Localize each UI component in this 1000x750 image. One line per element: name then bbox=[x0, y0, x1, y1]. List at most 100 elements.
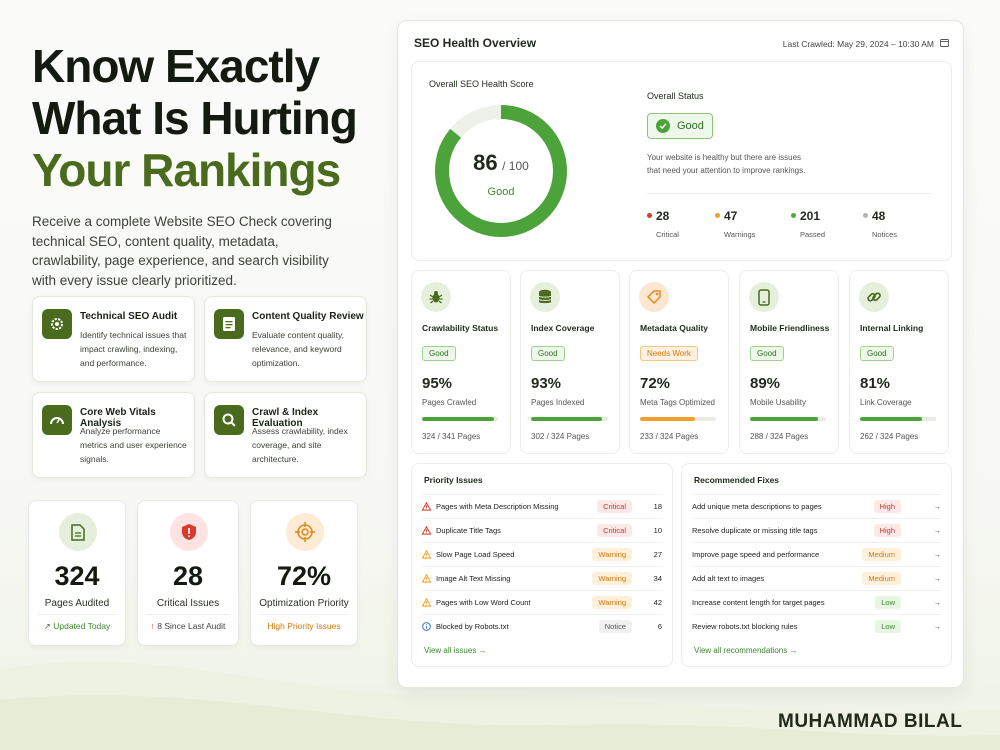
count-critical: 28 Critical bbox=[647, 207, 717, 239]
feature-card-content-quality: Content Quality Review Evaluate content … bbox=[204, 296, 367, 382]
metric-progress-fill bbox=[860, 417, 922, 421]
metric-count: 262 / 324 Pages bbox=[860, 432, 919, 441]
feature-card-technical-seo: Technical SEO Audit Identify technical i… bbox=[32, 296, 195, 382]
metric-badge: Needs Work bbox=[640, 346, 698, 361]
recommended-fix-row[interactable]: Add alt text to images Medium → bbox=[692, 566, 941, 590]
issue-count: 34 bbox=[653, 574, 662, 583]
metric-card-crawlability[interactable]: Crawlability Status Good 95% Pages Crawl… bbox=[411, 270, 511, 454]
priority-issue-row[interactable]: Blocked by Robots.txt Notice 6 bbox=[422, 614, 662, 638]
fix-text: Resolve duplicate or missing title tags bbox=[692, 526, 818, 535]
metric-card-mobile-friendliness[interactable]: Mobile Friendliness Good 89% Mobile Usab… bbox=[739, 270, 839, 454]
tag-icon bbox=[639, 282, 669, 312]
arrow-right-icon[interactable]: → bbox=[933, 550, 942, 559]
view-all-recommendations-link[interactable]: View all recommendations → bbox=[694, 646, 798, 655]
score-number: 86 bbox=[473, 150, 498, 175]
priority-issue-row[interactable]: Slow Page Load Speed Warning 27 bbox=[422, 542, 662, 566]
metric-subtitle: Link Coverage bbox=[860, 398, 912, 407]
gauge-icon bbox=[42, 405, 72, 435]
metric-card-internal-linking[interactable]: Internal Linking Good 81% Link Coverage … bbox=[849, 270, 949, 454]
count-notices: 48 Notices bbox=[863, 207, 933, 239]
arrow-up-icon: ↑ bbox=[150, 621, 155, 631]
score-ring bbox=[435, 105, 567, 237]
recommended-fix-row[interactable]: Increase content length for target pages… bbox=[692, 590, 941, 614]
divider bbox=[146, 614, 230, 615]
recommended-fixes-card: Recommended Fixes Add unique meta descri… bbox=[681, 463, 952, 667]
arrow-right-icon[interactable]: → bbox=[933, 526, 942, 535]
metric-badge: Good bbox=[531, 346, 565, 361]
recommended-fixes-title: Recommended Fixes bbox=[694, 475, 780, 485]
priority-issue-row[interactable]: Duplicate Title Tags Critical 10 bbox=[422, 518, 662, 542]
score-max: / 100 bbox=[502, 159, 529, 173]
priority-issue-row[interactable]: Pages with Meta Description Missing Criti… bbox=[422, 494, 662, 518]
metric-subtitle: Meta Tags Optimized bbox=[640, 398, 715, 407]
mobile-icon bbox=[749, 282, 779, 312]
issue-severity-badge: Warning bbox=[592, 596, 632, 609]
priority-issue-row[interactable]: Image Alt Text Missing Warning 34 bbox=[422, 566, 662, 590]
arrow-right-icon[interactable]: → bbox=[933, 502, 942, 511]
score-value: 86 / 100 bbox=[433, 150, 569, 176]
stat-number: 28 bbox=[172, 561, 204, 591]
metric-title: Crawlability Status bbox=[422, 323, 499, 333]
metric-card-index-coverage[interactable]: Index Coverage Good 93% Pages Indexed 30… bbox=[520, 270, 620, 454]
fix-text: Add alt text to images bbox=[692, 574, 765, 583]
priority-issues-title: Priority Issues bbox=[424, 475, 483, 485]
feature-desc: Evaluate content quality, relevance, and… bbox=[252, 330, 344, 368]
metric-progress bbox=[750, 417, 826, 421]
recommended-fix-row[interactable]: Improve page speed and performance Medium… bbox=[692, 542, 941, 566]
calendar-icon[interactable] bbox=[940, 38, 949, 49]
status-description: Your website is healthy but there are is… bbox=[647, 151, 805, 177]
alert-triangle-red-icon bbox=[422, 526, 436, 535]
priority-issue-row[interactable]: Pages with Low Word Count Warning 42 bbox=[422, 590, 662, 614]
arrow-right-icon[interactable]: → bbox=[933, 622, 942, 631]
count-number: 201 bbox=[800, 209, 821, 223]
issue-text: Blocked by Robots.txt bbox=[436, 622, 509, 631]
status-text: Good bbox=[677, 120, 704, 132]
issue-text: Pages with Meta Description Missing bbox=[436, 502, 559, 511]
stat-subtext-label: Updated Today bbox=[53, 621, 111, 631]
hero-description: Receive a complete Website SEO Check cov… bbox=[32, 214, 332, 288]
metric-title: Metadata Quality bbox=[640, 323, 709, 333]
stat-card-critical-issues: 28 Critical Issues ↑ 8 Since Last Audit bbox=[137, 500, 239, 646]
feature-title: Crawl & Index Evaluation bbox=[252, 407, 319, 429]
feature-desc: Assess crawlability, index coverage, and… bbox=[252, 426, 348, 464]
recommended-fix-row[interactable]: Review robots.txt blocking rules Low → bbox=[692, 614, 941, 638]
stat-card-optimization-priority: 72% Optimization Priority High Priority … bbox=[250, 500, 358, 646]
check-icon bbox=[656, 119, 670, 133]
stat-number: 72% bbox=[276, 561, 332, 591]
fix-text: Improve page speed and performance bbox=[692, 550, 820, 559]
count-passed: 201 Passed bbox=[791, 207, 861, 239]
divider bbox=[647, 193, 933, 194]
page-icon bbox=[59, 513, 97, 551]
status-desc-line: that need your attention to improve rank… bbox=[647, 166, 806, 175]
metric-percent: 81% bbox=[860, 375, 891, 392]
alert-triangle-orange-icon bbox=[422, 550, 436, 559]
arrow-right-icon[interactable]: → bbox=[933, 574, 942, 583]
metric-progress bbox=[531, 417, 607, 421]
recommended-fix-row[interactable]: Add unique meta descriptions to pages Hig… bbox=[692, 494, 941, 518]
stat-subtext: High Priority Issues bbox=[267, 621, 341, 631]
issue-text: Pages with Low Word Count bbox=[436, 598, 531, 607]
metric-card-metadata-quality[interactable]: Metadata Quality Needs Work 72% Meta Tag… bbox=[629, 270, 729, 454]
fix-priority-badge: Medium bbox=[862, 548, 901, 561]
seo-dashboard-panel: SEO Health Overview Last Crawled: May 29… bbox=[397, 20, 964, 688]
arrow-right-icon[interactable]: → bbox=[933, 598, 942, 607]
metric-progress bbox=[640, 417, 716, 421]
status-badge: Good bbox=[647, 113, 713, 139]
metric-progress bbox=[860, 417, 936, 421]
metric-count: 233 / 324 Pages bbox=[640, 432, 699, 441]
stat-label: Optimization Priority bbox=[259, 598, 349, 609]
fix-priority-badge: Low bbox=[875, 620, 901, 633]
feature-card-crawl-index: Crawl & Index Evaluation Assess crawlabi… bbox=[204, 392, 367, 478]
hero-line-1: Know Exactly bbox=[32, 40, 320, 92]
stat-subtext-label: 8 Since Last Audit bbox=[157, 621, 226, 631]
issue-count: 27 bbox=[653, 550, 662, 559]
gear-icon bbox=[42, 309, 72, 339]
metric-count: 324 / 341 Pages bbox=[422, 432, 481, 441]
status-dot bbox=[863, 213, 868, 219]
issue-count: 6 bbox=[657, 622, 662, 631]
issue-count: 18 bbox=[653, 502, 662, 511]
recommended-fix-row[interactable]: Resolve duplicate or missing title tags H… bbox=[692, 518, 941, 542]
status-dot bbox=[647, 213, 652, 219]
hero-heading: Know Exactly What Is Hurting Your Rankin… bbox=[32, 40, 362, 196]
view-all-issues-link[interactable]: View all issues → bbox=[424, 646, 487, 655]
